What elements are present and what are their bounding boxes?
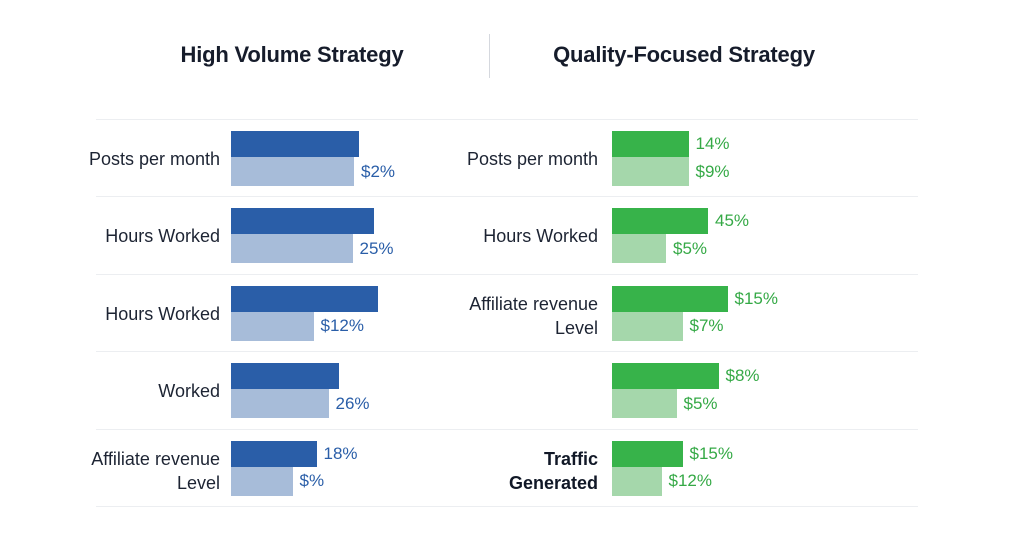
quality-focused-primary-bar [612,440,683,467]
row-separator [96,196,918,197]
quality-focused-primary-bar [612,131,689,157]
quality-focused-category-label: Affiliate revenue Level [469,293,598,338]
chart-title-high-volume: High Volume Strategy [180,42,404,67]
row-separator [96,351,918,352]
quality-focused-category-label: Posts per month [466,149,598,169]
quality-focused-value-label: $9% [695,161,730,181]
high-volume-secondary-bar [231,234,353,264]
high-volume-primary-bar [231,131,359,157]
quality-focused-category-label: Hours Worked [483,226,598,247]
quality-focused-secondary-bar [612,466,662,496]
high-volume-secondary-bar [231,466,293,496]
quality-focused-secondary-bar [612,389,677,419]
high-volume-value-label: 25% [359,238,394,258]
quality-focused-value-label: 45% [715,211,750,231]
quality-focused-value-label: $12% [668,471,712,491]
row-separator [96,274,918,275]
high-volume-primary-bar [231,440,317,467]
high-volume-secondary-bar [231,157,354,186]
high-volume-value-label: $12% [320,316,364,336]
high-volume-category-label: Posts per month [88,149,220,169]
chart-title-quality-focused: Quality-Focused Strategy [553,42,815,67]
quality-focused-value-label: 14% [695,134,730,153]
title-divider [489,34,490,78]
quality-focused-value-label: $5% [673,238,708,258]
high-volume-category-label: Hours Worked [105,303,220,324]
high-volume-value-label: 18% [323,443,358,463]
quality-focused-value-label: $7% [689,316,724,336]
quality-focused-category-label: Traffic Generated [508,448,598,493]
quality-focused-value-label: $5% [683,393,718,413]
high-volume-value-label: 26% [335,393,370,413]
quality-focused-secondary-bar [612,311,683,341]
quality-focused-value-label: $8% [725,366,760,386]
high-volume-secondary-bar [231,389,329,419]
high-volume-value-label: $2% [361,161,396,181]
high-volume-value-label: $% [299,471,325,491]
high-volume-secondary-bar [231,311,314,341]
quality-focused-primary-bar [612,208,708,235]
row-separator [96,119,918,120]
quality-focused-primary-bar [612,363,719,390]
high-volume-category-label: Hours Worked [105,226,220,247]
row-separator [96,506,918,507]
high-volume-primary-bar [231,363,339,390]
high-volume-category-label: Affiliate revenue Level [91,448,220,493]
quality-focused-primary-bar [612,285,728,312]
high-volume-category-label: Worked [158,381,220,402]
high-volume-primary-bar [231,285,378,312]
quality-focused-value-label: $15% [734,288,778,308]
quality-focused-secondary-bar [612,157,689,186]
quality-focused-value-label: $15% [689,443,733,463]
row-separator [96,429,918,430]
high-volume-primary-bar [231,208,374,235]
quality-focused-secondary-bar [612,234,666,264]
